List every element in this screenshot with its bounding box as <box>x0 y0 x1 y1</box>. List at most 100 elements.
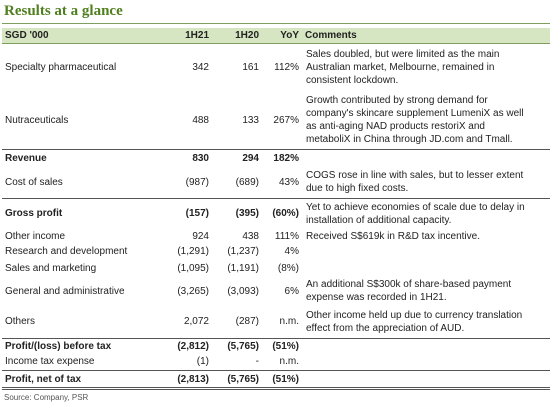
value-cell: - <box>255 356 259 368</box>
comment-cell <box>302 370 550 390</box>
comment-line: expense was recorded in 1H21. <box>306 292 447 303</box>
comment-line: Australian market, Melbourne, remained i… <box>306 62 495 74</box>
value-cell: (3,093) <box>227 285 259 297</box>
value-cell: 133 <box>242 114 259 126</box>
title: Results at a glance <box>4 3 123 19</box>
comment-line: installation of additional capacity. <box>306 214 452 226</box>
comment-cell <box>302 354 550 371</box>
header-cell: SGD '000 <box>2 28 152 44</box>
table-row: Sales and marketing (1,095) (1,191) (8%) <box>2 260 550 277</box>
comment-cell: Yet to achieve economies of scale due to… <box>302 198 550 229</box>
table-row: Other income 924 438 111% Received S$619k in… <box>2 229 550 244</box>
row-label: Nutraceuticals <box>5 114 69 126</box>
row-label: Income tax expense <box>5 356 95 368</box>
comment-cell <box>302 260 550 277</box>
row-label: General and administrative <box>5 285 125 297</box>
value-cell: 112% <box>274 62 299 74</box>
value-cell: 342 <box>192 62 209 74</box>
table-row: Cost of sales (987) (689) 43% COGS rose in l… <box>2 167 550 199</box>
table-row: Specialty pharmaceutical 342 161 112% Sales … <box>2 44 550 92</box>
value-cell: (287) <box>235 316 259 328</box>
row-label: Specialty pharmaceutical <box>5 62 117 74</box>
comment-line: as anti-aging NAD products restoriX and <box>306 121 485 133</box>
comment-cell <box>302 244 550 260</box>
comment-line: Other income held up due to currency tra… <box>306 309 523 321</box>
row-label: Gross profit <box>2 198 152 229</box>
comment-line: Received S$619k in R&D tax incentive. <box>306 230 480 242</box>
table-row: Research and development (1,291) (1,237) 4% <box>2 244 550 260</box>
value-cell: 488 <box>192 114 209 126</box>
value-cell: (8%) <box>277 262 299 274</box>
value-cell: 43% <box>278 176 299 188</box>
value-cell: 294 <box>212 149 262 167</box>
value-cell: (1,095) <box>177 262 209 274</box>
value-cell: 182% <box>262 149 302 167</box>
comment-line: consistent lockdown. <box>306 75 399 87</box>
row-label: Profit/(loss) before tax <box>2 338 152 354</box>
header-cell: 1H21 <box>152 28 212 44</box>
comment-line: due to high fixed costs. <box>306 183 409 195</box>
comment-cell: Other income held up due to currency tra… <box>302 306 550 339</box>
source: Source: Company, PSR <box>4 393 89 402</box>
row-label: Research and development <box>5 246 128 257</box>
table-row: Income tax expense (1) - n.m. <box>2 354 550 371</box>
value-cell: 2,072 <box>183 316 209 328</box>
value-cell: (3,265) <box>177 285 209 297</box>
comment-cell: Sales doubled, but were limited as the m… <box>302 44 550 92</box>
value-cell: (2,812) <box>152 338 212 354</box>
comment-cell <box>302 149 550 167</box>
value-cell: n.m. <box>279 316 299 328</box>
value-cell: 924 <box>192 230 209 242</box>
table-row: Profit, net of tax (2,813) (5,765) (51%) <box>2 370 550 390</box>
value-cell: (1,191) <box>227 262 259 274</box>
header-cell: YoY <box>262 28 302 44</box>
value-cell: (5,765) <box>212 370 262 390</box>
value-cell: (395) <box>212 198 262 229</box>
comment-line: An additional S$300k of share-based paym… <box>306 279 512 290</box>
value-cell: (5,765) <box>212 338 262 354</box>
table-row: Gross profit (157) (395) (60%) Yet to achiev… <box>2 198 550 229</box>
comment-line: Sales doubled, but were limited as the m… <box>306 49 500 61</box>
header-cell: Comments <box>302 28 550 44</box>
comment-cell <box>302 338 550 354</box>
value-cell: n.m. <box>279 356 299 368</box>
value-cell: (689) <box>235 176 259 188</box>
value-cell: 111% <box>274 230 299 242</box>
value-cell: 267% <box>273 114 299 126</box>
row-label: Revenue <box>2 149 152 167</box>
value-cell: 438 <box>242 230 259 242</box>
value-cell: (1,291) <box>177 246 209 257</box>
results-table: SGD '000 1H21 1H20 YoY Comments Specialty ph… <box>2 28 550 390</box>
value-cell: 6% <box>284 285 299 297</box>
value-cell: (51%) <box>262 338 302 354</box>
comment-cell: Received S$619k in R&D tax incentive. <box>302 229 550 244</box>
value-cell: (157) <box>152 198 212 229</box>
row-label: Sales and marketing <box>5 262 97 274</box>
comment-line: effect from the appreciation of AUD. <box>306 322 465 334</box>
value-cell: (51%) <box>262 370 302 390</box>
comment-line: metaboliX in China through JD.com and Tm… <box>306 134 513 146</box>
value-cell: (60%) <box>262 198 302 229</box>
row-label: Other income <box>5 230 66 242</box>
value-cell: 830 <box>152 149 212 167</box>
table-row: Nutraceuticals 488 133 267% Growth contribut… <box>2 92 550 150</box>
comment-line: Yet to achieve economies of scale due to… <box>306 201 525 213</box>
row-label: Cost of sales <box>5 176 63 188</box>
table-row: Profit/(loss) before tax (2,812) (5,765) (5… <box>2 338 550 354</box>
value-cell: (1) <box>196 356 209 368</box>
value-cell: (1,237) <box>227 246 259 257</box>
value-cell: (2,813) <box>152 370 212 390</box>
header-cell: 1H20 <box>212 28 262 44</box>
comment-line: Growth contributed by strong demand for <box>306 95 488 107</box>
table-row: General and administrative (3,265) (3,093)… <box>2 277 550 306</box>
comment-line: COGS rose in line with sales, but to les… <box>306 170 524 182</box>
value-cell: 161 <box>242 62 259 74</box>
table-row: Others 2,072 (287) n.m. Other income held up… <box>2 306 550 339</box>
comment-cell: COGS rose in line with sales, but to les… <box>302 167 550 199</box>
row-label: Profit, net of tax <box>2 370 152 390</box>
title-rule <box>2 23 550 24</box>
comment-cell: An additional S$300k of share-based paym… <box>302 277 550 306</box>
value-cell: 4% <box>284 246 299 257</box>
value-cell: (987) <box>185 176 209 188</box>
